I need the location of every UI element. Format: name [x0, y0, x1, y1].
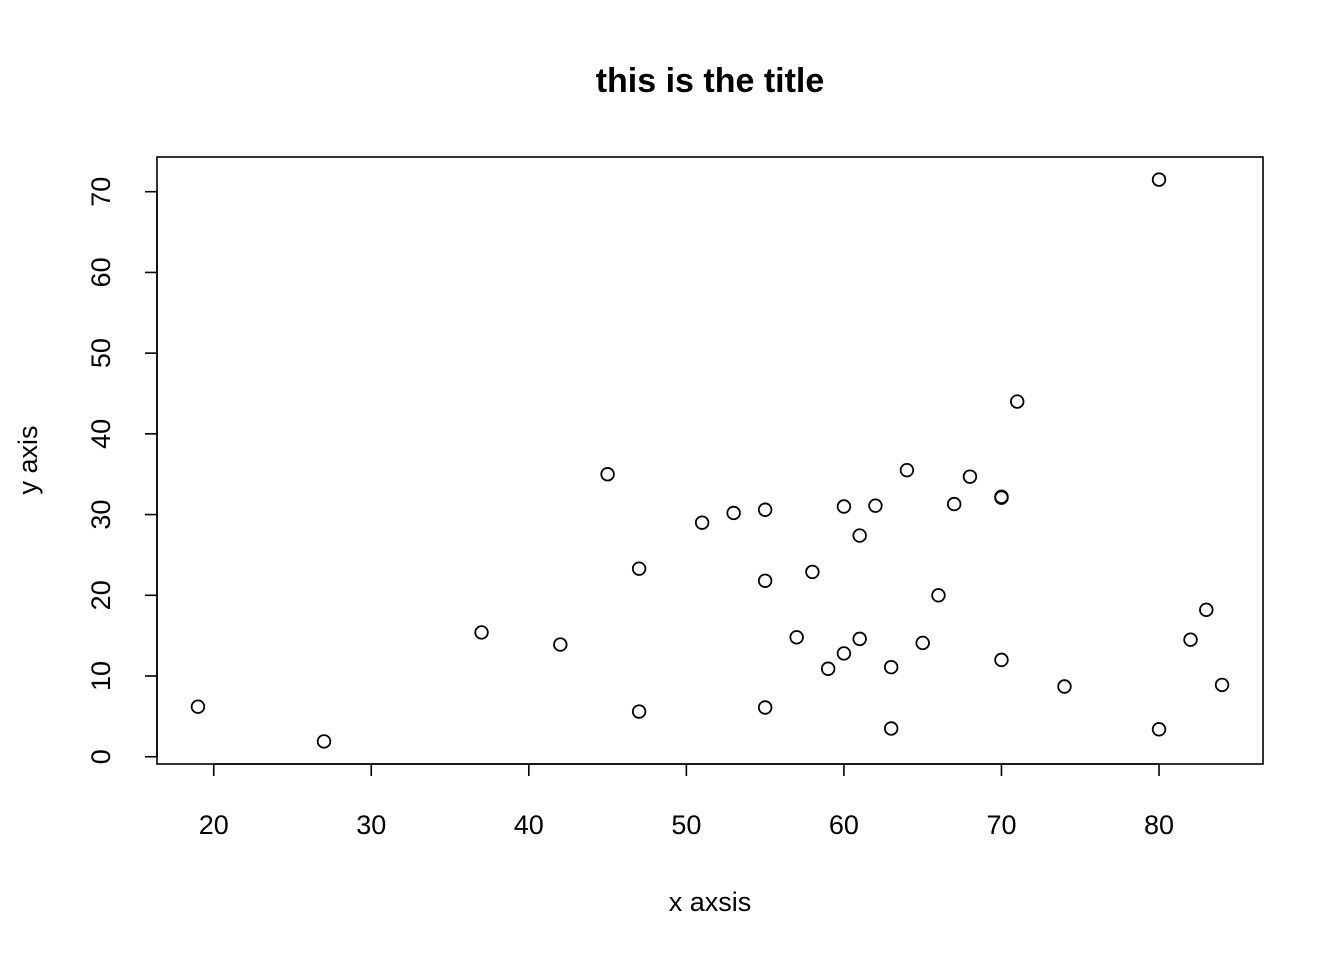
- data-point: [883, 659, 899, 675]
- data-point: [947, 496, 962, 512]
- y-tick-label: 70: [86, 177, 116, 207]
- data-point: [726, 505, 741, 521]
- data-point: [805, 564, 820, 580]
- y-tick-label: 0: [86, 749, 116, 764]
- data-point: [915, 635, 930, 651]
- data-point: [820, 661, 836, 676]
- data-point: [852, 631, 867, 647]
- data-point: [474, 625, 489, 640]
- x-tick-label: 30: [356, 810, 386, 840]
- data-point: [600, 467, 615, 482]
- data-point: [883, 721, 899, 736]
- plot-frame: [156, 156, 1264, 765]
- y-tick-label: 60: [86, 257, 116, 287]
- data-point: [631, 561, 647, 576]
- data-point: [1214, 677, 1230, 693]
- data-point: [789, 630, 804, 645]
- data-point: [1151, 722, 1167, 737]
- data-point: [1057, 679, 1072, 694]
- x-axis: 20 30 40 50 60 70 80: [199, 763, 1174, 840]
- data-point: [836, 499, 852, 514]
- y-tick-label: 30: [86, 500, 116, 530]
- data-point: [631, 704, 647, 719]
- data-point: [962, 469, 978, 484]
- data-point: [553, 637, 568, 652]
- data-point: [994, 652, 1009, 668]
- x-tick-label: 80: [1144, 810, 1174, 840]
- data-point: [757, 573, 773, 588]
- x-axis-label: x axsis: [669, 887, 752, 917]
- data-points: [190, 172, 1230, 749]
- y-axis-label: y axis: [13, 425, 43, 494]
- chart-title: this is the title: [596, 62, 825, 100]
- x-tick-label: 60: [829, 810, 859, 840]
- data-point: [190, 699, 206, 714]
- data-point: [1010, 394, 1025, 409]
- data-point: [899, 462, 915, 478]
- data-point: [1183, 632, 1198, 647]
- y-tick-label: 20: [86, 580, 116, 610]
- data-point: [1199, 602, 1214, 618]
- data-point: [757, 502, 773, 517]
- y-tick-label: 10: [86, 661, 116, 691]
- data-point: [694, 515, 710, 530]
- x-tick-label: 40: [514, 810, 544, 840]
- y-tick-label: 50: [86, 338, 116, 368]
- data-point: [836, 646, 852, 661]
- x-tick-label: 70: [986, 810, 1016, 840]
- data-point: [1151, 172, 1167, 187]
- data-point: [994, 489, 1009, 505]
- data-point: [757, 700, 773, 715]
- data-point: [316, 734, 332, 749]
- y-axis: 0 10 20 30 40 50 60 70: [86, 177, 158, 764]
- data-point: [931, 588, 946, 603]
- x-tick-label: 50: [671, 810, 701, 840]
- x-tick-label: 20: [199, 810, 229, 840]
- data-point: [852, 528, 867, 543]
- data-point: [868, 498, 883, 513]
- y-tick-label: 40: [86, 419, 116, 449]
